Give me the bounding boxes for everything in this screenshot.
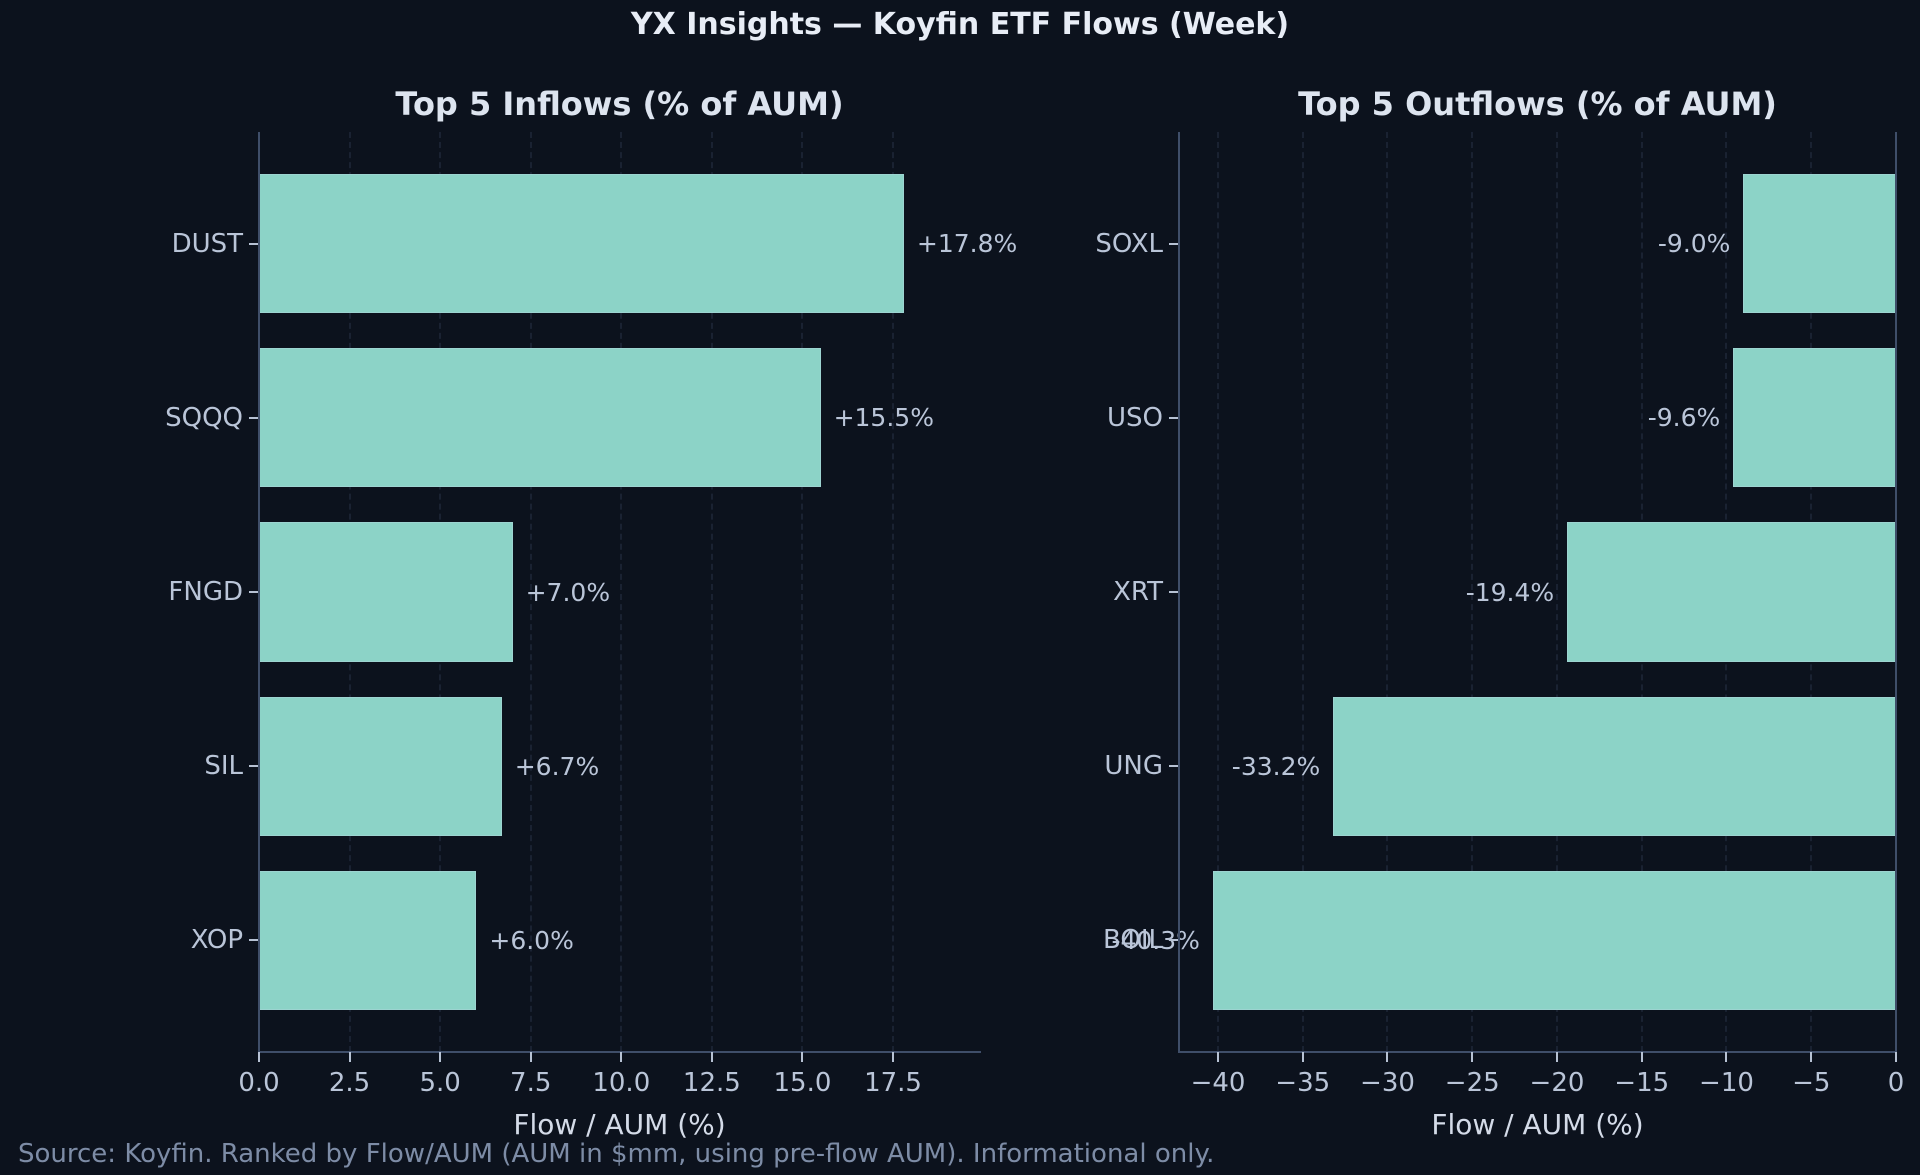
right-spine — [1895, 132, 1897, 1052]
gridline — [892, 132, 895, 1052]
gridline — [710, 132, 713, 1052]
x-tick-0 — [1895, 1052, 1897, 1062]
y-tick-label-SQQQ: SQQQ — [165, 402, 243, 433]
x-tick-−25 — [1471, 1052, 1474, 1062]
value-label-XOP: +6.0% — [489, 925, 574, 955]
y-tick-label-FNGD: FNGD — [168, 577, 243, 607]
x-tick-label-10.0: 10.0 — [592, 1068, 651, 1098]
y-tick-label-SIL: SIL — [204, 751, 243, 782]
y-tick-USO — [1169, 416, 1179, 419]
x-tick-10.0 — [620, 1052, 623, 1062]
x-tick-5.0 — [439, 1052, 442, 1062]
y-tick-label-DUST: DUST — [171, 228, 243, 259]
bar-USO — [1733, 348, 1896, 488]
bar-DUST — [259, 173, 904, 314]
value-label-SQQQ: +15.5% — [833, 403, 934, 433]
x-tick-label-−20: −20 — [1529, 1068, 1585, 1098]
x-tick-label-7.5: 7.5 — [510, 1068, 552, 1098]
x-tick-15.0 — [801, 1052, 804, 1062]
outflows-chart: Top 5 Outflows (% of AUM) Flow / AUM (%)… — [1095, 85, 1904, 1141]
x-tick-12.5 — [710, 1052, 713, 1062]
figure-title: YX Insights — Koyfin ETF Flows (Week) — [630, 7, 1290, 42]
value-label-BOIL: -40.3% — [1111, 925, 1200, 955]
y-tick-label-XRT: XRT — [1113, 577, 1163, 607]
source-note: Source: Koyfin. Ranked by Flow/AUM (AUM … — [18, 1139, 1215, 1169]
y-tick-BOIL — [1169, 939, 1179, 942]
y-tick-FNGD — [249, 591, 259, 593]
gridline — [1471, 132, 1474, 1052]
bar-SQQQ — [259, 348, 821, 488]
value-label-DUST: +17.8% — [916, 229, 1018, 258]
y-tick-label-XOP: XOP — [190, 925, 243, 956]
x-tick-label-0: 0 — [1887, 1068, 1905, 1098]
y-tick-DUST — [249, 242, 259, 245]
x-tick-0.0 — [258, 1052, 260, 1062]
x-tick-label-−35: −35 — [1275, 1068, 1331, 1098]
y-tick-label-UNG: UNG — [1104, 751, 1163, 782]
value-label-SOXL: -9.0% — [1657, 229, 1731, 258]
bar-XOP — [259, 870, 477, 1011]
y-tick-SOXL — [1169, 242, 1179, 245]
outflows-chart-title: Top 5 Outflows (% of AUM) — [1298, 85, 1777, 123]
x-tick-label-−25: −25 — [1444, 1068, 1500, 1098]
y-tick-SQQQ — [249, 416, 259, 419]
x-tick-label-−30: −30 — [1360, 1068, 1415, 1098]
gridline — [801, 132, 804, 1052]
inflows-chart: Top 5 Inflows (% of AUM) Flow / AUM (%) … — [165, 85, 1017, 1141]
x-tick-label-2.5: 2.5 — [328, 1068, 371, 1098]
x-axis-spine — [1178, 1051, 1897, 1053]
bar-SIL — [259, 696, 502, 836]
bar-FNGD — [259, 522, 513, 662]
y-axis-spine — [258, 132, 260, 1052]
bar-BOIL — [1212, 870, 1896, 1011]
x-tick-label-0.0: 0.0 — [238, 1068, 280, 1098]
gridline — [1301, 132, 1304, 1052]
value-label-XRT: -19.4% — [1465, 577, 1555, 607]
x-tick-17.5 — [892, 1052, 895, 1062]
outflows-x-axis-label: Flow / AUM (%) — [1431, 1108, 1644, 1141]
value-label-SIL: +6.7% — [514, 751, 600, 781]
x-tick-label-−15: −15 — [1614, 1068, 1670, 1098]
x-tick-−30 — [1386, 1052, 1389, 1062]
x-tick-label-−40: −40 — [1190, 1068, 1246, 1098]
value-label-USO: -9.6% — [1647, 403, 1721, 433]
x-axis-spine — [258, 1051, 981, 1053]
x-tick-label-5.0: 5.0 — [419, 1068, 461, 1098]
gridline — [620, 132, 623, 1052]
x-tick-−10 — [1725, 1052, 1728, 1062]
y-tick-XRT — [1169, 591, 1179, 593]
x-tick-2.5 — [348, 1052, 351, 1062]
inflows-chart-title: Top 5 Inflows (% of AUM) — [395, 85, 844, 123]
x-tick-−15 — [1640, 1052, 1643, 1062]
y-tick-label-USO: USO — [1107, 402, 1163, 433]
gridline — [1216, 132, 1219, 1052]
y-tick-label-SOXL: SOXL — [1095, 228, 1163, 259]
y-tick-label-BOIL: BOIL — [1103, 925, 1163, 956]
y-tick-SIL — [249, 765, 259, 768]
gridline — [1555, 132, 1558, 1052]
y-tick-XOP — [249, 939, 259, 942]
x-tick-label-12.5: 12.5 — [682, 1068, 741, 1098]
gridline — [529, 132, 532, 1052]
x-tick-−35 — [1301, 1052, 1304, 1062]
x-tick-−20 — [1555, 1052, 1558, 1062]
value-label-UNG: -33.2% — [1231, 751, 1321, 781]
x-tick-7.5 — [529, 1052, 532, 1062]
value-label-FNGD: +7.0% — [525, 577, 611, 607]
y-tick-UNG — [1169, 765, 1179, 768]
x-tick-label-−10: −10 — [1699, 1068, 1754, 1098]
x-tick-label-15.0: 15.0 — [773, 1068, 832, 1098]
bar-XRT — [1567, 522, 1896, 662]
y-axis-spine — [1178, 132, 1180, 1052]
bar-UNG — [1333, 696, 1896, 836]
x-tick-label-−5: −5 — [1792, 1068, 1831, 1098]
bar-SOXL — [1743, 173, 1896, 314]
gridline — [1386, 132, 1389, 1052]
inflows-x-axis-label: Flow / AUM (%) — [513, 1108, 726, 1141]
x-tick-−5 — [1810, 1052, 1813, 1062]
x-tick-label-17.5: 17.5 — [864, 1068, 922, 1098]
x-tick-−40 — [1216, 1052, 1219, 1062]
